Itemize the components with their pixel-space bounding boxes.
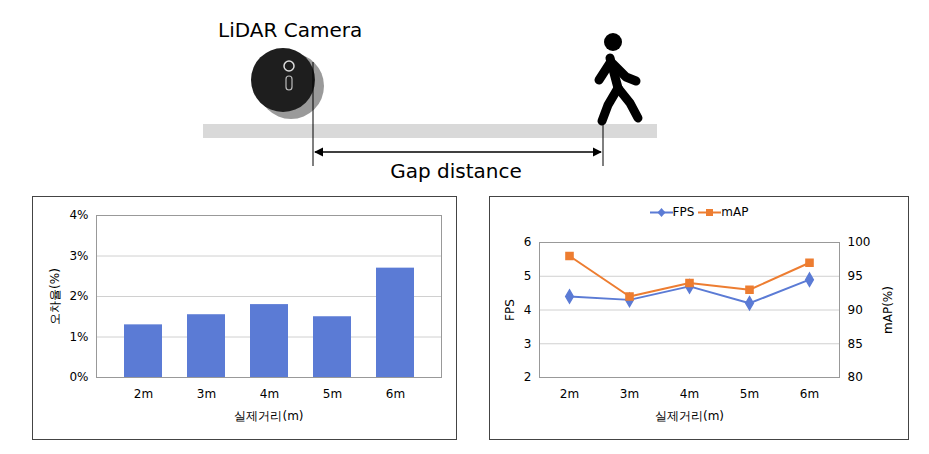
- svg-text:3m: 3m: [620, 387, 639, 401]
- html-text:mAP: mAP: [721, 205, 749, 219]
- svg-text:80: 80: [848, 370, 863, 384]
- svg-text:90: 90: [848, 303, 863, 317]
- svg-text:3%: 3%: [69, 249, 88, 263]
- svg-text:0%: 0%: [69, 370, 88, 384]
- svg-text:오차율(%): 오차율(%): [48, 268, 62, 325]
- svg-text:6: 6: [524, 235, 532, 249]
- svg-text:6m: 6m: [386, 387, 405, 401]
- svg-text:Gap distance: Gap distance: [390, 159, 522, 183]
- svg-text:FPS: FPS: [503, 299, 517, 321]
- svg-text:LiDAR Camera: LiDAR Camera: [218, 18, 362, 42]
- svg-text:4%: 4%: [69, 208, 88, 222]
- svg-text:2%: 2%: [69, 289, 88, 303]
- html-text:FPS: FPS: [672, 205, 695, 219]
- svg-text:95: 95: [848, 269, 863, 283]
- svg-text:2m: 2m: [134, 387, 153, 401]
- svg-text:5m: 5m: [323, 387, 342, 401]
- svg-text:5: 5: [524, 269, 532, 283]
- svg-text:3m: 3m: [197, 387, 216, 401]
- svg-text:실제거리(m): 실제거리(m): [234, 409, 303, 423]
- svg-text:3: 3: [524, 337, 532, 351]
- svg-text:4: 4: [524, 303, 532, 317]
- svg-text:6m: 6m: [800, 387, 819, 401]
- svg-text:4m: 4m: [260, 387, 279, 401]
- svg-text:5m: 5m: [740, 387, 759, 401]
- svg-text:실제거리(m): 실제거리(m): [655, 409, 724, 423]
- svg-text:2: 2: [524, 370, 532, 384]
- svg-text:4m: 4m: [680, 387, 699, 401]
- svg-text:1%: 1%: [69, 330, 88, 344]
- svg-text:100: 100: [848, 235, 871, 249]
- svg-text:2m: 2m: [560, 387, 579, 401]
- svg-text:mAP(%): mAP(%): [881, 286, 895, 334]
- svg-text:85: 85: [848, 337, 863, 351]
